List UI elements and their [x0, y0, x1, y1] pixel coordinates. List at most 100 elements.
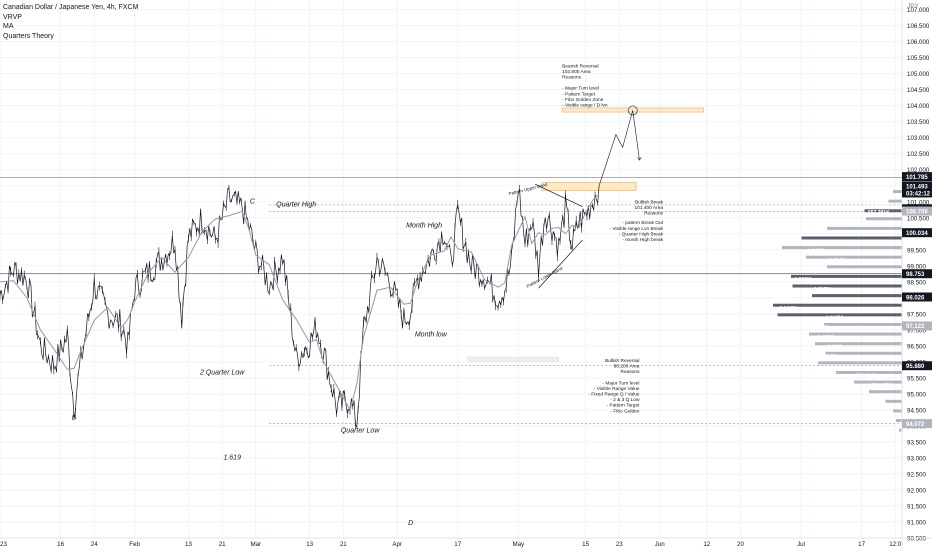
y-tick-label: 93.500: [907, 439, 926, 446]
volume-profile-bar: [825, 351, 902, 355]
annotation-month-high: Month High: [406, 222, 442, 229]
volume-profile-bar: [864, 209, 902, 213]
pattern-lower-band-line: [538, 239, 583, 289]
volume-profile-bar: [827, 226, 902, 230]
legend: Canadian Dollar / Japanese Yen, 4h, FXCM…: [3, 3, 138, 41]
note-line: - pattern Break Out: [622, 220, 663, 226]
target-zone: [467, 356, 560, 363]
volume-profile-label: 1.269M: [829, 220, 846, 226]
note-line: - Major Turn level: [602, 380, 639, 386]
currency-label: JPY: [907, 3, 920, 10]
y-tick-label: 102.000: [907, 167, 930, 174]
price-label-box: [902, 269, 932, 279]
x-tick-label: 16: [57, 541, 64, 548]
annotation-month-low: Month low: [415, 331, 448, 338]
y-tick-label: 93.000: [907, 455, 926, 462]
note-line: - 2 & 3 Q Low: [610, 397, 640, 403]
volume-profile-label: 1.264M: [829, 258, 846, 264]
price-label: 101.785: [906, 175, 928, 181]
volume-profile-bar: [773, 303, 902, 307]
volume-profile-label: 2.048M: [784, 239, 801, 245]
price-labels: 101.785101.49303:42:12100.780100.709100.…: [902, 172, 932, 429]
annotation-1619: 1.619: [223, 455, 241, 462]
note-line: - Quarter High Break: [619, 231, 664, 237]
price-line: [0, 185, 600, 429]
note-line: 96.200 Area: [614, 363, 640, 369]
x-tick-label: 17: [858, 541, 865, 548]
note-line: - Pattern Target: [562, 91, 596, 97]
y-tick-label: 91.000: [907, 519, 926, 526]
volume-profile-bar: [885, 399, 902, 403]
y-tick-label: 97.500: [907, 311, 926, 318]
volume-profile-bar: [792, 284, 902, 288]
volume-profile-bar: [869, 390, 902, 394]
volume-profile-bar: [812, 294, 902, 298]
price-label: 101.493: [906, 184, 928, 190]
note-line: 103.800 Area: [562, 69, 591, 75]
price-label: 98.026: [906, 295, 925, 301]
volume-profile-label: 1.648M: [808, 248, 825, 254]
volume-profile-label: 1.898M: [793, 268, 810, 274]
x-tick-label: 17: [454, 541, 461, 548]
target-zone: [541, 182, 637, 191]
note-line: Bullish Reversal: [605, 358, 639, 364]
x-tick-label: Mar: [250, 541, 261, 548]
grid-layer: [0, 0, 902, 539]
x-tick-label: Apr: [392, 541, 402, 548]
target-circle: [627, 105, 638, 116]
y-tick-label: 95.000: [907, 391, 926, 398]
price-label-box: [902, 228, 932, 238]
x-tick-label: 24: [91, 541, 98, 548]
price-label: 100.034: [906, 231, 928, 237]
volume-profile-bar: [854, 380, 902, 384]
y-tick-label: 107.000: [907, 7, 930, 14]
volume-profile-bar: [815, 342, 902, 346]
y-tick-label: 92.000: [907, 487, 926, 494]
time-axis[interactable]: 2023 16 24 Feb 13 21 Mar 13 21 Apr 17 May 15 23 Jun 12 2…: [0, 537, 932, 548]
moving-average-line: [0, 193, 600, 412]
x-tick-label: 12: [703, 541, 710, 548]
x-tick-label: 13: [306, 541, 313, 548]
annotation-quarter-high: Quarter High: [276, 202, 316, 209]
x-tick-label: 13: [185, 541, 192, 548]
y-tick-label: 100.500: [907, 215, 930, 222]
volume-profile-label: 2.218M: [775, 296, 792, 302]
x-tick-label: Feb: [129, 541, 140, 548]
note-line: 101.400 Area: [634, 205, 663, 211]
y-tick-label: 95.500: [907, 375, 926, 382]
note-line: Reasons: [562, 74, 582, 80]
legend-title[interactable]: Canadian Dollar / Japanese Yen, 4h, FXCM: [3, 4, 139, 11]
annotation-d: D: [408, 520, 413, 527]
x-tick-label: 12:0: [889, 541, 902, 548]
price-label-box: [902, 419, 932, 429]
annotation-2-quarter-low: 2 Quarter Low: [199, 370, 245, 377]
annotation-pattern-lower: Pattern Lower Band: [526, 266, 564, 289]
y-tick-label: 105.500: [907, 55, 930, 62]
y-tick-label: 99.000: [907, 263, 926, 270]
note-line: - Fibo Golden Zone: [562, 97, 604, 103]
note-line: Reasons: [621, 369, 641, 375]
x-tick-label: 21: [219, 541, 226, 548]
note-line: - Visible Range Value: [594, 386, 640, 392]
y-tick-label: 105.000: [907, 71, 930, 78]
legend-indicator-ma[interactable]: MA: [3, 23, 14, 30]
x-tick-label: May: [512, 541, 525, 548]
annotation-quarter-low: Quarter Low: [341, 427, 380, 434]
volume-profile-label: 2.144M: [780, 306, 797, 312]
legend-indicator-vrvp[interactable]: VRVP: [3, 13, 22, 21]
volume-profile-bar: [893, 190, 902, 194]
drawings-layer[interactable]: Quarter High Month High C B Month low 2 Quart…: [72, 105, 642, 527]
legend-indicator-quarters-theory[interactable]: Quarters Theory: [3, 32, 54, 40]
y-tick-label: 106.500: [907, 23, 930, 30]
projection-path: [598, 110, 640, 186]
volume-profile-label: 1.416M: [820, 354, 837, 360]
price-label: 97.122: [906, 324, 925, 330]
volume-profile-bar: [806, 255, 902, 259]
x-tick-label: 23: [616, 541, 623, 548]
volume-profile-bar: [888, 199, 902, 203]
price-series-layer: [0, 184, 600, 430]
